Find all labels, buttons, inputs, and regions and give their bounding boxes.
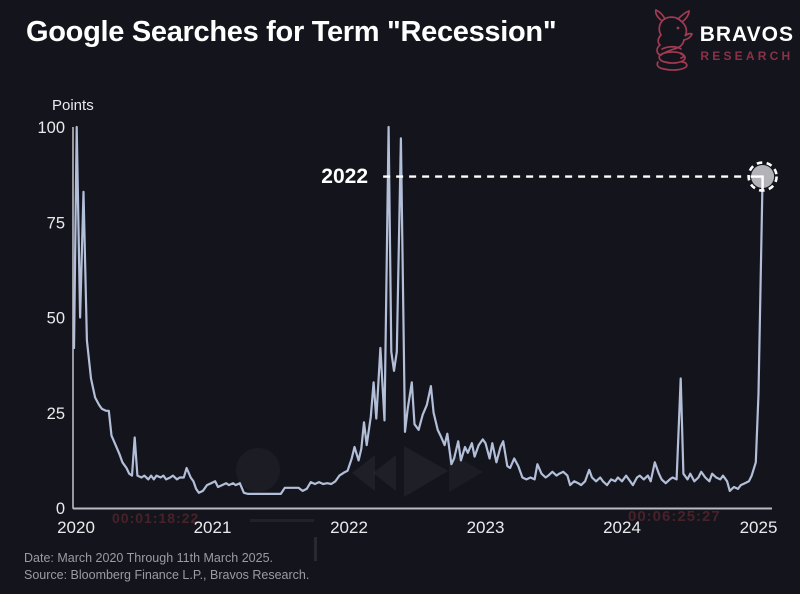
series-line [72,125,764,495]
y-tick-label: 50 [47,310,65,328]
y-tick-label: 25 [47,405,65,423]
bull-icon [648,8,694,77]
annotation-marker-elbow [750,175,764,190]
brand-name: BRAVOS [699,22,794,46]
annotation-2022-label: 2022 [321,165,368,188]
x-tick-label: 2021 [194,518,232,537]
brand-tagline: RESEARCH [700,48,794,63]
x-tick-label: 2022 [330,518,368,537]
chart-footnote: Date: March 2020 Through 11th March 2025… [24,550,309,584]
y-tick-label: 100 [37,119,65,137]
y-axis-title: Points [52,97,94,114]
y-tick-label: 0 [56,500,65,518]
source-note: Source: Bloomberg Finance L.P., Bravos R… [24,567,310,582]
brand-logo: BRAVOS RESEARCH [648,8,794,77]
date-note: Date: March 2020 Through 11th March 2025… [24,551,273,565]
x-tick-label: 2025 [740,518,778,537]
x-tick-label: 2020 [57,518,95,537]
x-tick-label: 2023 [467,518,505,537]
y-tick-label: 75 [47,214,65,232]
x-tick-label: 2024 [603,518,641,537]
page-title: Google Searches for Term "Recession" [26,16,557,48]
annotation-marker-ring [747,161,778,192]
